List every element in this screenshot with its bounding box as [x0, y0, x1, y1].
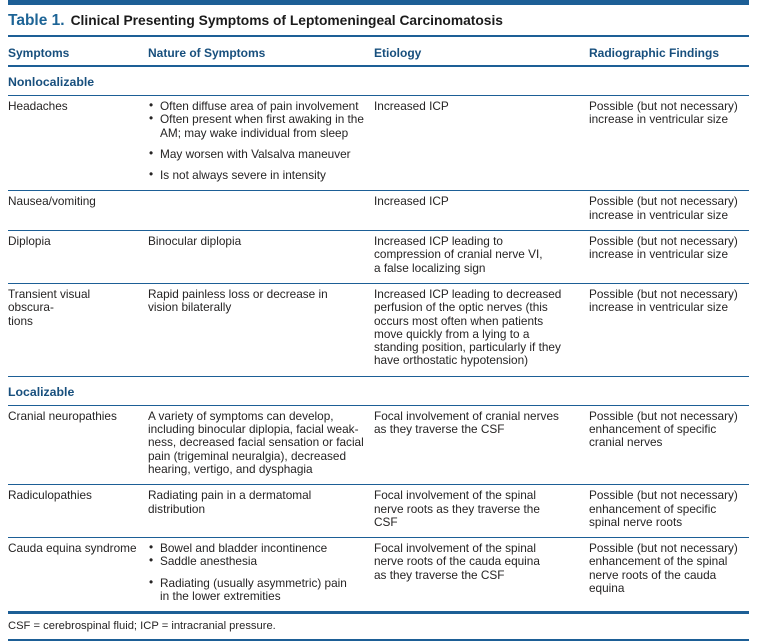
section-header-row: Localizable — [8, 376, 749, 406]
nature-cell — [148, 190, 374, 232]
table-row: Transient visual obscura- tions Rapid pai… — [8, 283, 749, 377]
table-title-text: Clinical Presenting Symptoms of Leptomen… — [70, 13, 503, 28]
etiology-cell: Focal involvement of the spinal nerve ro… — [374, 484, 589, 539]
table-row: Cranial neuropathies A variety of symptom… — [8, 405, 749, 486]
symptom-cell: Radiculopathies — [8, 484, 148, 539]
table-body: NonlocalizableHeadachesOften diffuse are… — [8, 66, 749, 615]
symptom-cell: Diplopia — [8, 230, 148, 284]
bullet-item: Bowel and bladder incontinence — [148, 541, 364, 555]
radiographic-cell: Possible (but not necessary) increase in… — [589, 230, 749, 284]
table-footnote: CSF = cerebrospinal fluid; ICP = intracr… — [8, 614, 749, 641]
section-header: Localizable — [8, 376, 749, 406]
table-row: Nausea/vomiting Increased ICP Possible (bu… — [8, 190, 749, 232]
bullet-item: Radiating (usually asymmetric) pain in t… — [148, 576, 364, 604]
bullet-item: May worsen with Valsalva maneuver — [148, 147, 364, 161]
etiology-cell: Increased ICP — [374, 95, 589, 192]
radiographic-cell: Possible (but not necessary) increase in… — [589, 190, 749, 232]
bullet-item: Often diffuse area of pain involvement — [148, 99, 364, 113]
etiology-cell: Increased ICP leading to compression of … — [374, 230, 589, 284]
top-border-bar — [8, 0, 749, 5]
column-header-symptoms: Symptoms — [8, 37, 148, 67]
table-row: Cauda equina syndromeBowel and bladder i… — [8, 537, 749, 615]
header-row: Symptoms Nature of Symptoms Etiology Rad… — [8, 37, 749, 67]
column-header-radiographic: Radiographic Findings — [589, 37, 749, 67]
column-header-nature: Nature of Symptoms — [148, 37, 374, 67]
radiographic-cell: Possible (but not necessary) increase in… — [589, 283, 749, 377]
nature-cell: Rapid painless loss or decrease in visio… — [148, 283, 374, 377]
table-header: Symptoms Nature of Symptoms Etiology Rad… — [8, 37, 749, 67]
table-row: HeadachesOften diffuse area of pain invo… — [8, 95, 749, 192]
bullet-item: Is not always severe in intensity — [148, 168, 364, 182]
table-number-label: Table 1. — [8, 12, 65, 29]
symptom-cell: Cranial neuropathies — [8, 405, 148, 486]
symptoms-table: Symptoms Nature of Symptoms Etiology Rad… — [8, 37, 749, 615]
bullet-item: Often present when first awaking in the … — [148, 112, 364, 140]
symptom-cell: Nausea/vomiting — [8, 190, 148, 232]
etiology-cell: Focal involvement of cranial nerves as t… — [374, 405, 589, 486]
bullet-list: Often diffuse area of pain involvementOf… — [148, 99, 364, 182]
radiographic-cell: Possible (but not necessary) enhancement… — [589, 484, 749, 539]
table-row: Radiculopathies Radiating pain in a derma… — [8, 484, 749, 539]
symptom-cell: Headaches — [8, 95, 148, 192]
symptom-cell: Transient visual obscura- tions — [8, 283, 148, 377]
bullet-item: Saddle anesthesia — [148, 554, 364, 568]
nature-cell: Often diffuse area of pain involvementOf… — [148, 95, 374, 192]
symptom-cell: Cauda equina syndrome — [8, 537, 148, 615]
radiographic-cell: Possible (but not necessary) increase in… — [589, 95, 749, 192]
section-header-row: Nonlocalizable — [8, 66, 749, 96]
nature-cell: Binocular diplopia — [148, 230, 374, 284]
nature-cell: Radiating pain in a dermatomal distribut… — [148, 484, 374, 539]
column-header-etiology: Etiology — [374, 37, 589, 67]
nature-cell: A variety of symptoms can develop, inclu… — [148, 405, 374, 486]
section-header: Nonlocalizable — [8, 66, 749, 96]
table-row: Diplopia Binocular diplopia Increased ICP … — [8, 230, 749, 284]
radiographic-cell: Possible (but not necessary) enhancement… — [589, 405, 749, 486]
etiology-cell: Increased ICP — [374, 190, 589, 232]
radiographic-cell: Possible (but not necessary) enhancement… — [589, 537, 749, 615]
bullet-list: Bowel and bladder incontinenceSaddle ane… — [148, 541, 364, 604]
table-title: Table 1. Clinical Presenting Symptoms of … — [8, 5, 749, 37]
nature-cell: Bowel and bladder incontinenceSaddle ane… — [148, 537, 374, 615]
etiology-cell: Focal involvement of the spinal nerve ro… — [374, 537, 589, 615]
etiology-cell: Increased ICP leading to decreased perfu… — [374, 283, 589, 377]
